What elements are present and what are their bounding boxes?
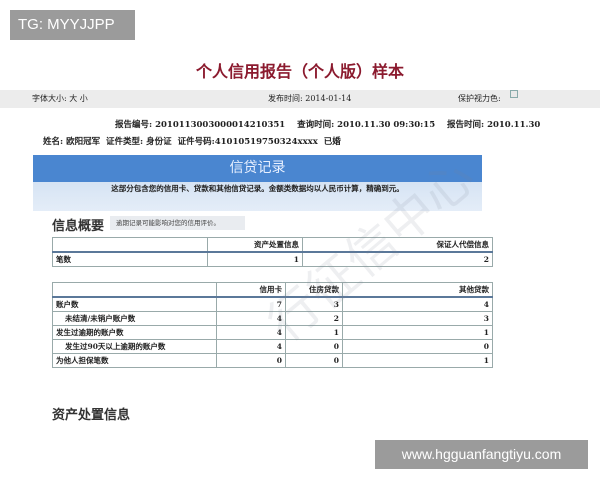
table-cell: 0 xyxy=(342,339,493,354)
asset-guarantee-table: 资产处置信息 保证人代偿信息 笔数 1 2 xyxy=(52,237,493,267)
table-cell: 4 xyxy=(342,296,493,312)
person-info: 姓名: 欧阳冠军 证件类型: 身份证 证件号码:41010519750324xx… xyxy=(43,135,341,147)
summary-heading: 信息概要 xyxy=(52,219,105,234)
credit-record-panel: 信贷记录 这部分包含您的信用卡、贷款和其他信贷记录。金额类数据均以人民币计算，精… xyxy=(33,155,482,211)
table-cell: 笔数 xyxy=(52,251,208,267)
page-title: 个人信用报告（个人版）样本 xyxy=(195,62,404,81)
publish-date: 发布时间: 2014-01-14 xyxy=(268,94,352,103)
toolbar: 字体大小: 大 小 发布时间: 2014-01-14 保护视力色: xyxy=(0,90,600,108)
table-cell: 0 xyxy=(285,353,343,368)
column-header: 保证人代偿信息 xyxy=(302,237,493,253)
color-swatch[interactable] xyxy=(510,90,518,98)
eye-color-label: 保护视力色: xyxy=(458,94,501,103)
summary-note: 逾期记录可能影响对您的信用评价。 xyxy=(110,216,245,230)
asset-disposal-heading: 资产处置信息 xyxy=(52,408,131,423)
report-info: 报告编号: 2010113003000014210351 查询时间: 2010.… xyxy=(115,118,540,130)
report-time: 报告时间: 2010.11.30 xyxy=(446,120,541,130)
table-row: 笔数 1 2 xyxy=(52,251,493,267)
table-row: 为他人担保笔数 0 0 1 xyxy=(52,353,493,368)
account-summary-table: 信用卡 住房贷款 其他贷款 账户数 7 3 4 未结清/未销户账户数 4 2 3 发生过逾期的账户数 4… xyxy=(52,282,493,368)
id-type: 证件类型: 身份证 xyxy=(106,137,172,147)
table-cell: 1 xyxy=(342,325,493,340)
site-badge: www.hgguanfangtiyu.com xyxy=(375,440,588,469)
table-cell: 0 xyxy=(216,353,286,368)
table-row: 发生过逾期的账户数 4 1 1 xyxy=(52,325,493,340)
marital-status: 已婚 xyxy=(323,137,341,147)
report-number: 报告编号: 2010113003000014210351 xyxy=(115,120,286,130)
column-header: 资产处置信息 xyxy=(207,237,303,253)
table-row: 账户数 7 3 4 xyxy=(52,296,493,312)
person-name: 姓名: 欧阳冠军 xyxy=(43,137,101,147)
credit-record-heading: 信贷记录 xyxy=(33,155,482,182)
column-header: 其他贷款 xyxy=(342,282,493,298)
table-cell: 为他人担保笔数 xyxy=(52,353,217,368)
table-cell: 1 xyxy=(342,353,493,368)
font-size-control[interactable]: 字体大小: 大 小 xyxy=(32,94,88,103)
table-cell: 2 xyxy=(302,251,493,267)
table-row: 发生过90天以上逾期的账户数 4 0 0 xyxy=(52,339,493,354)
table-header: 资产处置信息 保证人代偿信息 xyxy=(52,237,493,253)
id-number: 证件号码:41010519750324xxxx xyxy=(177,137,318,147)
table-cell: 1 xyxy=(207,251,303,267)
table-cell: 账户数 xyxy=(52,296,217,312)
credit-record-desc: 这部分包含您的信用卡、贷款和其他信贷记录。金额类数据均以人民币计算，精确到元。 xyxy=(111,184,404,193)
column-header xyxy=(52,237,208,253)
table-cell: 发生过90天以上逾期的账户数 xyxy=(52,339,217,354)
table-cell: 未结清/未销户账户数 xyxy=(52,311,217,326)
table-cell: 发生过逾期的账户数 xyxy=(52,325,217,340)
tg-badge: TG: MYYJJPP xyxy=(10,10,135,40)
table-header: 信用卡 住房贷款 其他贷款 xyxy=(52,282,493,298)
query-time: 查询时间: 2010.11.30 09:30:15 xyxy=(297,120,436,130)
column-header xyxy=(52,282,217,298)
table-cell: 4 xyxy=(216,339,286,354)
table-cell: 3 xyxy=(342,311,493,326)
